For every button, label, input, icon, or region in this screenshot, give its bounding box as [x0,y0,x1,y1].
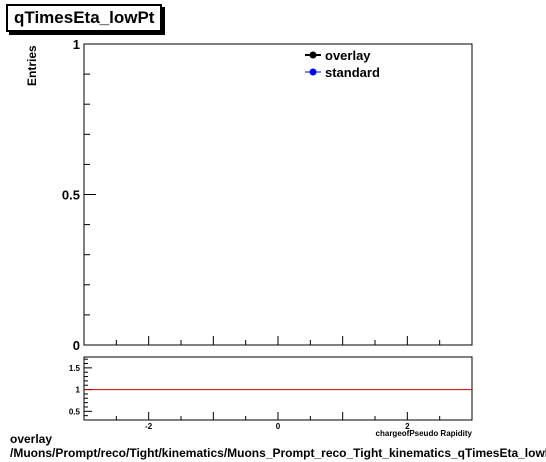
ratio-y-tick-label: 0.5 [69,407,81,416]
main-plot-frame [83,43,473,346]
legend-label-standard: standard [325,65,380,80]
legend-marker-standard [309,68,317,76]
ratio-x-tick-label: -2 [145,422,153,431]
ratio-y-tick-label: 1.5 [69,364,81,373]
legend: overlay standard [305,48,380,80]
chart-title: qTimesEta_lowPt [6,4,163,32]
main-axis-ticks [83,43,473,346]
ratio-x-tick-label: 2 [405,422,410,431]
footer-line-1: overlay [10,432,53,446]
main-y-tick-label: 0 [73,338,80,353]
footer-line-2: /Muons/Prompt/reco/Tight/kinematics/Muon… [10,446,546,460]
main-y-tick-label: 0.5 [62,188,80,203]
ratio-x-tick-label: 0 [276,422,281,431]
x-axis-label: chargeofPseudo Rapidity [376,429,473,438]
legend-label-overlay: overlay [325,48,371,63]
ratio-y-tick-label: 1 [76,386,81,395]
ratio-axis-ticks [83,358,473,420]
ratio-tick-labels: 0.5 1 1.5 -2 0 2 [69,364,410,431]
ratio-plot-frame [83,356,473,421]
ratio-plot-border [83,356,473,421]
main-plot-border [83,43,473,346]
y-axis-label: Entries [25,45,39,86]
main-y-tick-labels: 00.51 [62,37,80,353]
main-y-tick-label: 1 [73,37,80,52]
legend-marker-overlay [309,51,317,59]
